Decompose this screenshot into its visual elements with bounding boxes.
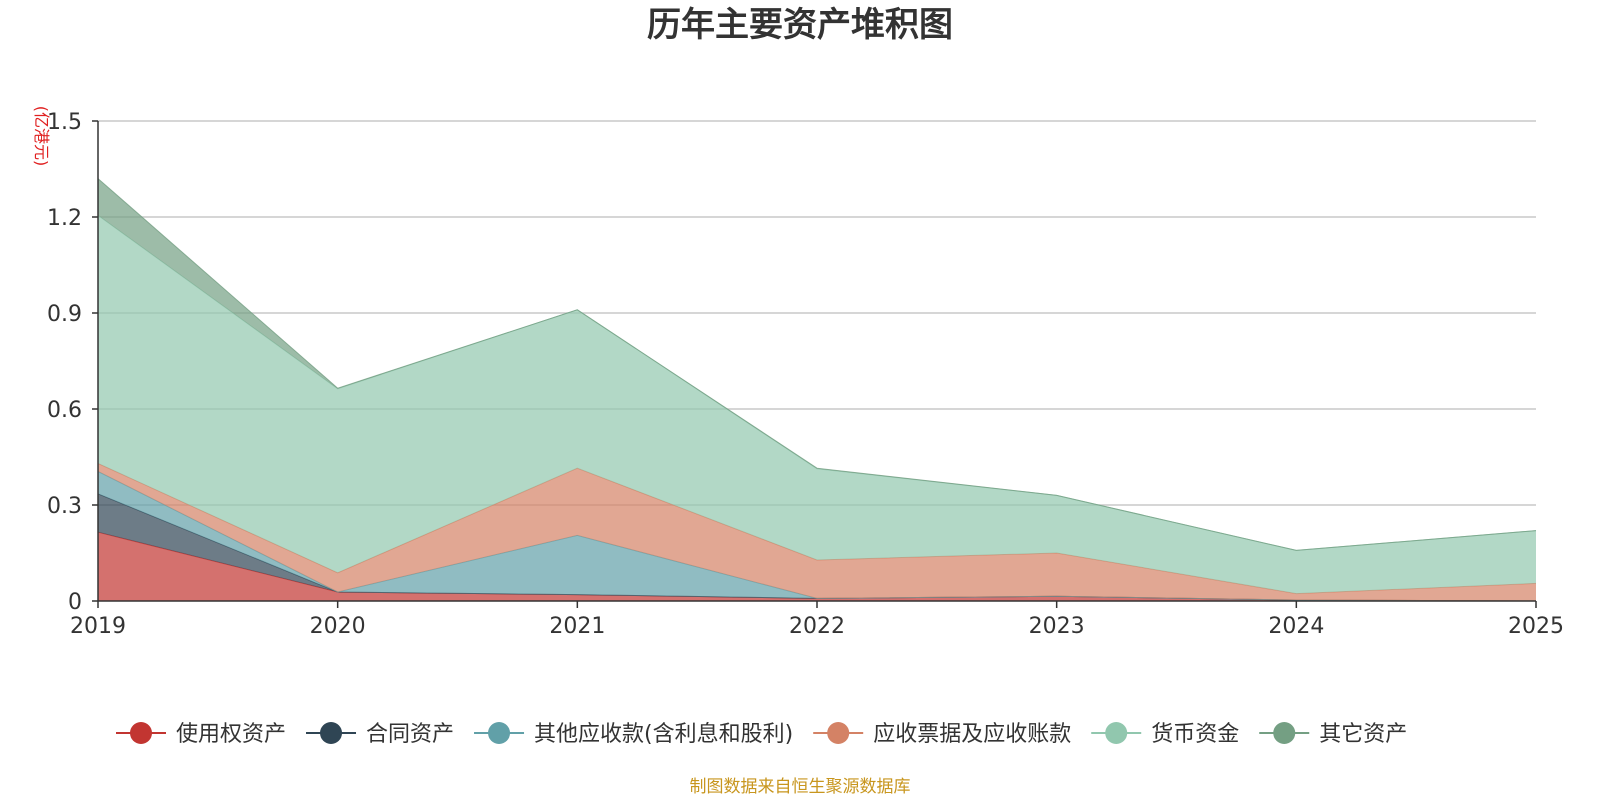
x-tick-label: 2023 bbox=[1029, 614, 1085, 639]
legend-item-1[interactable]: 合同资产 bbox=[306, 722, 454, 747]
legend-marker bbox=[130, 722, 152, 744]
area-series-group bbox=[97, 178, 1537, 602]
y-tick-label: 1.2 bbox=[47, 206, 82, 231]
x-tick-label: 2024 bbox=[1268, 614, 1324, 639]
area-series-2 bbox=[98, 471, 1536, 601]
x-tick-label: 2021 bbox=[549, 614, 605, 639]
legend-label: 其它资产 bbox=[1319, 722, 1407, 747]
area-series-4 bbox=[98, 215, 1536, 594]
legend-label: 使用权资产 bbox=[176, 722, 286, 747]
y-tick-label: 0.6 bbox=[47, 398, 82, 423]
source-note: 制图数据来自恒生聚源数据库 bbox=[690, 777, 911, 797]
legend-label: 应收票据及应收账款 bbox=[873, 722, 1071, 747]
x-tick-label: 2020 bbox=[310, 614, 366, 639]
area-series-line-5 bbox=[97, 178, 1537, 551]
legend-item-2[interactable]: 其他应收款(含利息和股利) bbox=[474, 722, 793, 747]
axes: 0 0.3 0.6 0.9 1.2 1.5 2019 2020 2021 2022 2023 2024… bbox=[47, 110, 1564, 639]
legend-marker bbox=[320, 722, 343, 744]
legend-item-3[interactable]: 应收票据及应收账款 bbox=[813, 722, 1071, 747]
y-tick-label: 0.9 bbox=[47, 302, 82, 327]
chart-title: 历年主要资产堆积图 bbox=[647, 5, 953, 45]
area-series-0 bbox=[98, 532, 1536, 601]
legend-item-4[interactable]: 货币资金 bbox=[1091, 722, 1239, 747]
legend-marker bbox=[1273, 722, 1296, 744]
x-tick-label: 2022 bbox=[789, 614, 845, 639]
legend-label: 货币资金 bbox=[1151, 722, 1239, 747]
area-series-3 bbox=[98, 463, 1536, 601]
y-axis-unit-label: (亿港元) bbox=[32, 106, 51, 167]
x-tick-label: 2019 bbox=[70, 614, 126, 639]
legend-label: 其他应收款(含利息和股利) bbox=[534, 722, 793, 747]
x-tick-label: 2025 bbox=[1508, 614, 1564, 639]
legend-marker bbox=[488, 722, 511, 744]
legend-marker bbox=[1105, 722, 1128, 744]
legend-marker bbox=[827, 722, 850, 744]
legend-item-0[interactable]: 使用权资产 bbox=[116, 722, 286, 747]
legend-item-5[interactable]: 其它资产 bbox=[1259, 722, 1407, 747]
y-tick-label: 0.3 bbox=[47, 494, 82, 519]
legend: 使用权资产 合同资产 其他应收款(含利息和股利) 应收票据及应收账款 货币资金 其它资产 bbox=[116, 722, 1407, 747]
y-tick-label: 1.5 bbox=[47, 110, 82, 135]
legend-label: 合同资产 bbox=[366, 722, 454, 747]
y-tick-label: 0 bbox=[68, 590, 82, 615]
